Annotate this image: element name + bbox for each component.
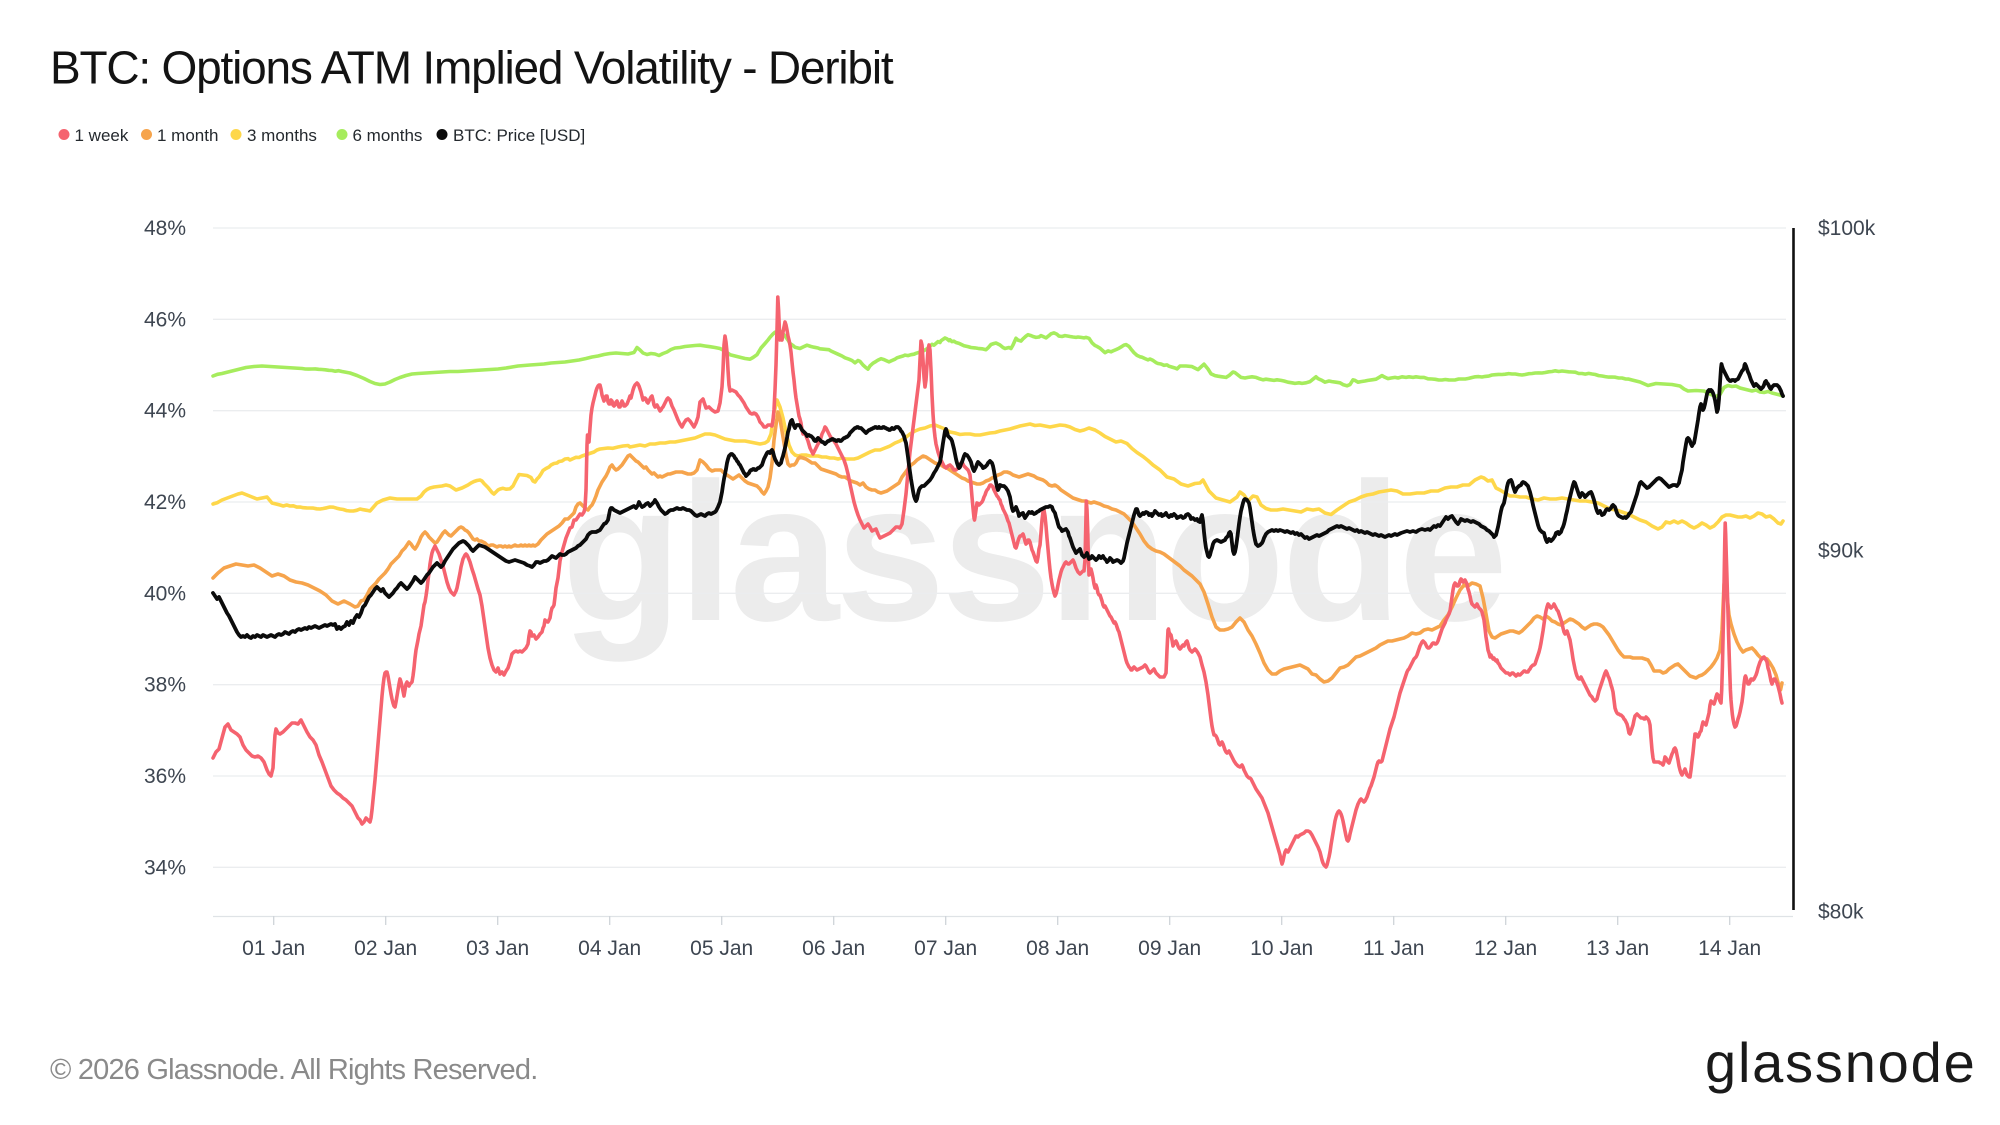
svg-text:36%: 36% xyxy=(144,765,186,788)
svg-text:07 Jan: 07 Jan xyxy=(914,937,977,960)
svg-text:1 week: 1 week xyxy=(75,126,129,145)
svg-text:04 Jan: 04 Jan xyxy=(578,937,641,960)
svg-text:glassnode: glassnode xyxy=(1705,1031,1977,1094)
svg-text:01 Jan: 01 Jan xyxy=(242,937,305,960)
svg-text:40%: 40% xyxy=(144,582,186,605)
svg-text:48%: 48% xyxy=(144,217,186,240)
svg-text:09 Jan: 09 Jan xyxy=(1138,937,1201,960)
svg-text:05 Jan: 05 Jan xyxy=(690,937,753,960)
svg-text:BTC: Options ATM Implied Volat: BTC: Options ATM Implied Volatility - De… xyxy=(50,42,894,94)
svg-text:6 months: 6 months xyxy=(353,126,423,145)
svg-text:06 Jan: 06 Jan xyxy=(802,937,865,960)
svg-text:46%: 46% xyxy=(144,308,186,331)
svg-text:10 Jan: 10 Jan xyxy=(1250,937,1313,960)
svg-text:3 months: 3 months xyxy=(247,126,317,145)
svg-text:02 Jan: 02 Jan xyxy=(354,937,417,960)
svg-text:08 Jan: 08 Jan xyxy=(1026,937,1089,960)
svg-text:BTC: Price [USD]: BTC: Price [USD] xyxy=(453,126,585,145)
svg-text:11 Jan: 11 Jan xyxy=(1363,937,1425,960)
svg-text:13 Jan: 13 Jan xyxy=(1586,937,1649,960)
svg-text:42%: 42% xyxy=(144,491,186,514)
svg-text:$90k: $90k xyxy=(1818,540,1864,563)
svg-text:38%: 38% xyxy=(144,674,186,697)
svg-text:03 Jan: 03 Jan xyxy=(466,937,529,960)
svg-text:$100k: $100k xyxy=(1818,217,1876,240)
svg-text:14 Jan: 14 Jan xyxy=(1698,937,1761,960)
svg-text:© 2026 Glassnode. All Rights R: © 2026 Glassnode. All Rights Reserved. xyxy=(50,1054,537,1086)
svg-text:34%: 34% xyxy=(144,856,186,879)
svg-text:44%: 44% xyxy=(144,400,186,423)
svg-text:1 month: 1 month xyxy=(157,126,218,145)
svg-text:12 Jan: 12 Jan xyxy=(1474,937,1537,960)
svg-text:$80k: $80k xyxy=(1818,900,1864,923)
